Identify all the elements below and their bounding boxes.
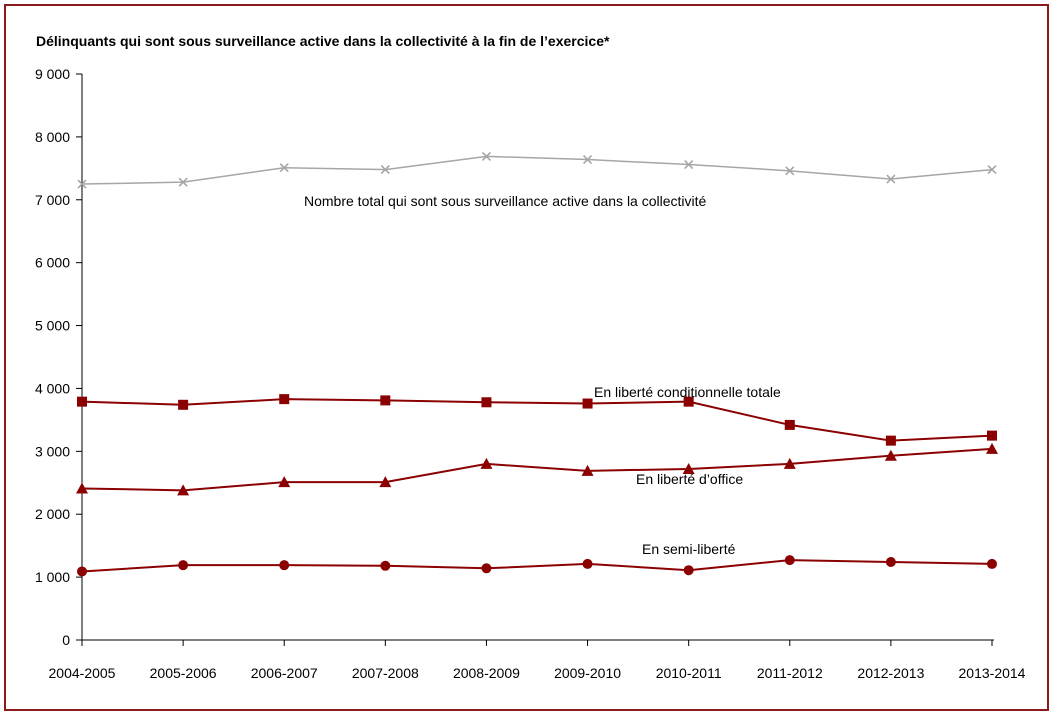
label-office: En liberté d’office	[636, 471, 743, 487]
data-point-total	[481, 151, 492, 161]
data-point-semi	[683, 565, 694, 576]
data-point-conditionnelle	[77, 396, 87, 407]
series-line-semi	[81, 559, 993, 573]
data-point-semi	[380, 560, 391, 571]
y-tick-label: 4 000	[35, 380, 70, 396]
data-point-conditionnelle	[885, 435, 896, 446]
series-total	[77, 151, 997, 189]
data-point-office	[783, 457, 796, 469]
data-point-semi	[178, 560, 189, 571]
series-line-office	[81, 447, 993, 492]
x-tick-label: 2005-2006	[150, 665, 217, 681]
data-point-conditionnelle	[279, 394, 290, 405]
x-tick-label: 2009-2010	[554, 665, 621, 681]
data-point-semi	[784, 555, 795, 566]
data-point-total	[886, 174, 896, 184]
series-conditionnelle	[77, 394, 997, 446]
data-point-semi	[987, 558, 997, 569]
data-point-conditionnelle	[481, 397, 492, 408]
data-point-semi	[582, 558, 593, 569]
x-tick-label: 2011-2012	[757, 665, 823, 681]
x-tick-label: 2010-2011	[656, 665, 722, 681]
data-point-office	[177, 484, 190, 496]
y-tick-label: 0	[62, 632, 70, 648]
data-point-conditionnelle	[178, 399, 189, 410]
x-tick-label: 2004-2005	[49, 665, 116, 681]
x-tick-label: 2006-2007	[251, 665, 318, 681]
annotations: Nombre total qui sont sous surveillance …	[304, 193, 781, 557]
data-point-conditionnelle	[683, 396, 694, 407]
series-group	[76, 151, 998, 577]
series-line-total	[81, 155, 993, 185]
data-point-conditionnelle	[784, 419, 795, 430]
data-point-total	[987, 165, 997, 175]
data-point-total	[279, 163, 289, 173]
data-point-total	[380, 165, 390, 175]
data-point-semi	[885, 557, 896, 568]
data-point-conditionnelle	[987, 430, 997, 441]
data-point-office	[278, 476, 291, 488]
data-point-office	[480, 457, 493, 469]
label-semi: En semi-liberté	[642, 541, 736, 557]
data-point-total	[582, 154, 593, 165]
data-point-office	[682, 462, 695, 474]
x-tick-label: 2012-2013	[857, 665, 924, 681]
series-line-conditionnelle	[81, 398, 993, 442]
data-point-semi	[481, 563, 492, 574]
y-tick-label: 2 000	[35, 506, 70, 522]
x-tick-label: 2007-2008	[352, 665, 419, 681]
data-point-office	[884, 449, 897, 461]
data-point-total	[77, 179, 87, 189]
data-point-office	[379, 476, 392, 488]
data-point-conditionnelle	[582, 398, 593, 409]
y-tick-label: 8 000	[35, 129, 70, 145]
data-point-office	[76, 482, 88, 494]
label-total: Nombre total qui sont sous surveillance …	[304, 193, 707, 209]
chart-frame	[4, 4, 1049, 711]
label-conditionnelle: En liberté conditionnelle totale	[594, 384, 781, 400]
data-point-office	[581, 464, 594, 476]
x-tick-label: 2013-2014	[959, 665, 1026, 681]
series-office	[76, 442, 998, 496]
data-point-office	[986, 442, 998, 454]
data-point-total	[684, 159, 694, 170]
data-point-semi	[279, 560, 290, 571]
data-point-total	[785, 166, 795, 176]
axes: 0 1 000 2 000 3 000 4 000 5 000 6 000 7 000 8 00…	[35, 66, 1026, 681]
data-point-conditionnelle	[380, 395, 391, 406]
data-point-total	[178, 177, 188, 187]
series-semi	[77, 555, 997, 577]
data-point-semi	[77, 566, 87, 577]
y-tick-label: 6 000	[35, 255, 70, 271]
x-tick-label: 2008-2009	[453, 665, 520, 681]
y-tick-label: 7 000	[35, 192, 70, 208]
y-tick-label: 1 000	[35, 569, 70, 585]
chart-title: Délinquants qui sont sous surveillance a…	[36, 33, 610, 49]
y-tick-label: 9 000	[35, 66, 70, 82]
y-tick-label: 5 000	[35, 318, 70, 334]
y-tick-label: 3 000	[35, 443, 70, 459]
